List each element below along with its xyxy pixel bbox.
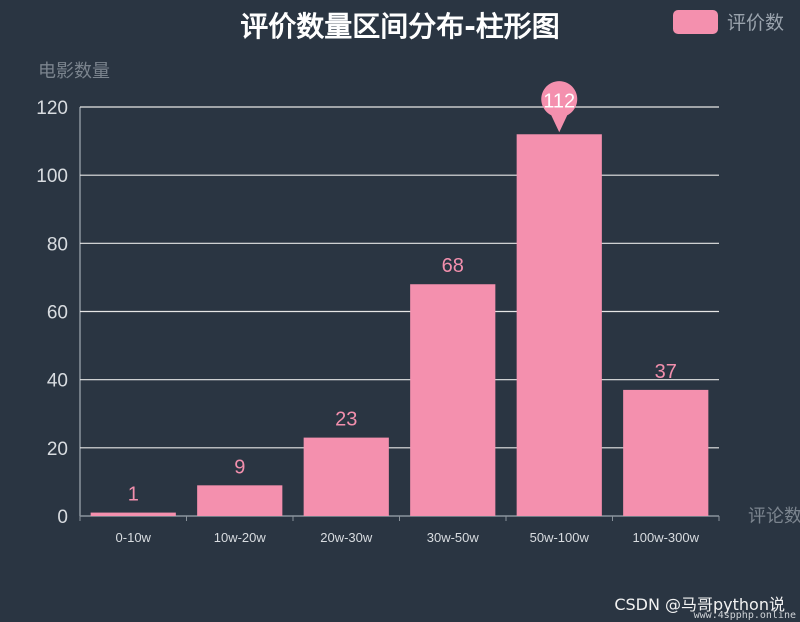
x-tick-label: 20w-30w (320, 530, 373, 545)
bar[interactable] (410, 284, 496, 516)
data-label: 68 (442, 255, 464, 277)
y-axis-title: 电影数量 (38, 61, 110, 82)
legend[interactable]: 评价数 (673, 10, 784, 34)
y-tick-label: 20 (47, 439, 68, 460)
y-tick-label: 80 (47, 234, 68, 255)
y-tick-label: 40 (47, 371, 68, 392)
bar[interactable] (516, 134, 602, 516)
y-tick-label: 60 (47, 303, 68, 324)
data-label: 1 (128, 484, 139, 506)
data-labels: 1 9 23 68 37 (128, 255, 677, 505)
site-watermark: www.4spphp.online (694, 610, 796, 621)
x-tick-label: 100w-300w (633, 530, 700, 545)
chart-title: 评价数量区间分布-柱形图 (240, 10, 560, 43)
bar[interactable] (623, 389, 709, 516)
data-label: 37 (655, 361, 677, 383)
x-axis-ticks: 0-10w 10w-20w 20w-30w 30w-50w 50w-100w 100w-3… (79, 516, 720, 545)
max-marker-pin[interactable] (541, 81, 578, 133)
bar[interactable] (197, 485, 283, 516)
bars (90, 134, 709, 516)
bar[interactable] (90, 512, 176, 516)
y-tick-label: 0 (57, 507, 68, 528)
x-tick-label: 50w-100w (530, 530, 590, 545)
bar[interactable] (303, 437, 389, 516)
x-tick-label: 10w-20w (214, 530, 267, 545)
x-axis-title: 评论数 (748, 506, 800, 527)
data-label: 23 (335, 409, 357, 431)
max-marker-label: 112 (543, 90, 575, 112)
x-tick-label: 30w-50w (427, 530, 480, 545)
legend-label[interactable]: 评价数 (727, 12, 784, 34)
y-tick-label: 100 (36, 166, 68, 187)
y-axis-ticks: 0 20 40 60 80 100 120 (36, 98, 68, 528)
max-markers: 112 (541, 81, 578, 133)
csdn-watermark: CSDN @马哥python说 (614, 595, 785, 614)
x-tick-label: 0-10w (116, 530, 152, 545)
grid (79, 106, 719, 517)
y-tick-label: 120 (36, 98, 68, 119)
legend-swatch[interactable] (673, 10, 718, 34)
data-label: 9 (234, 456, 245, 478)
